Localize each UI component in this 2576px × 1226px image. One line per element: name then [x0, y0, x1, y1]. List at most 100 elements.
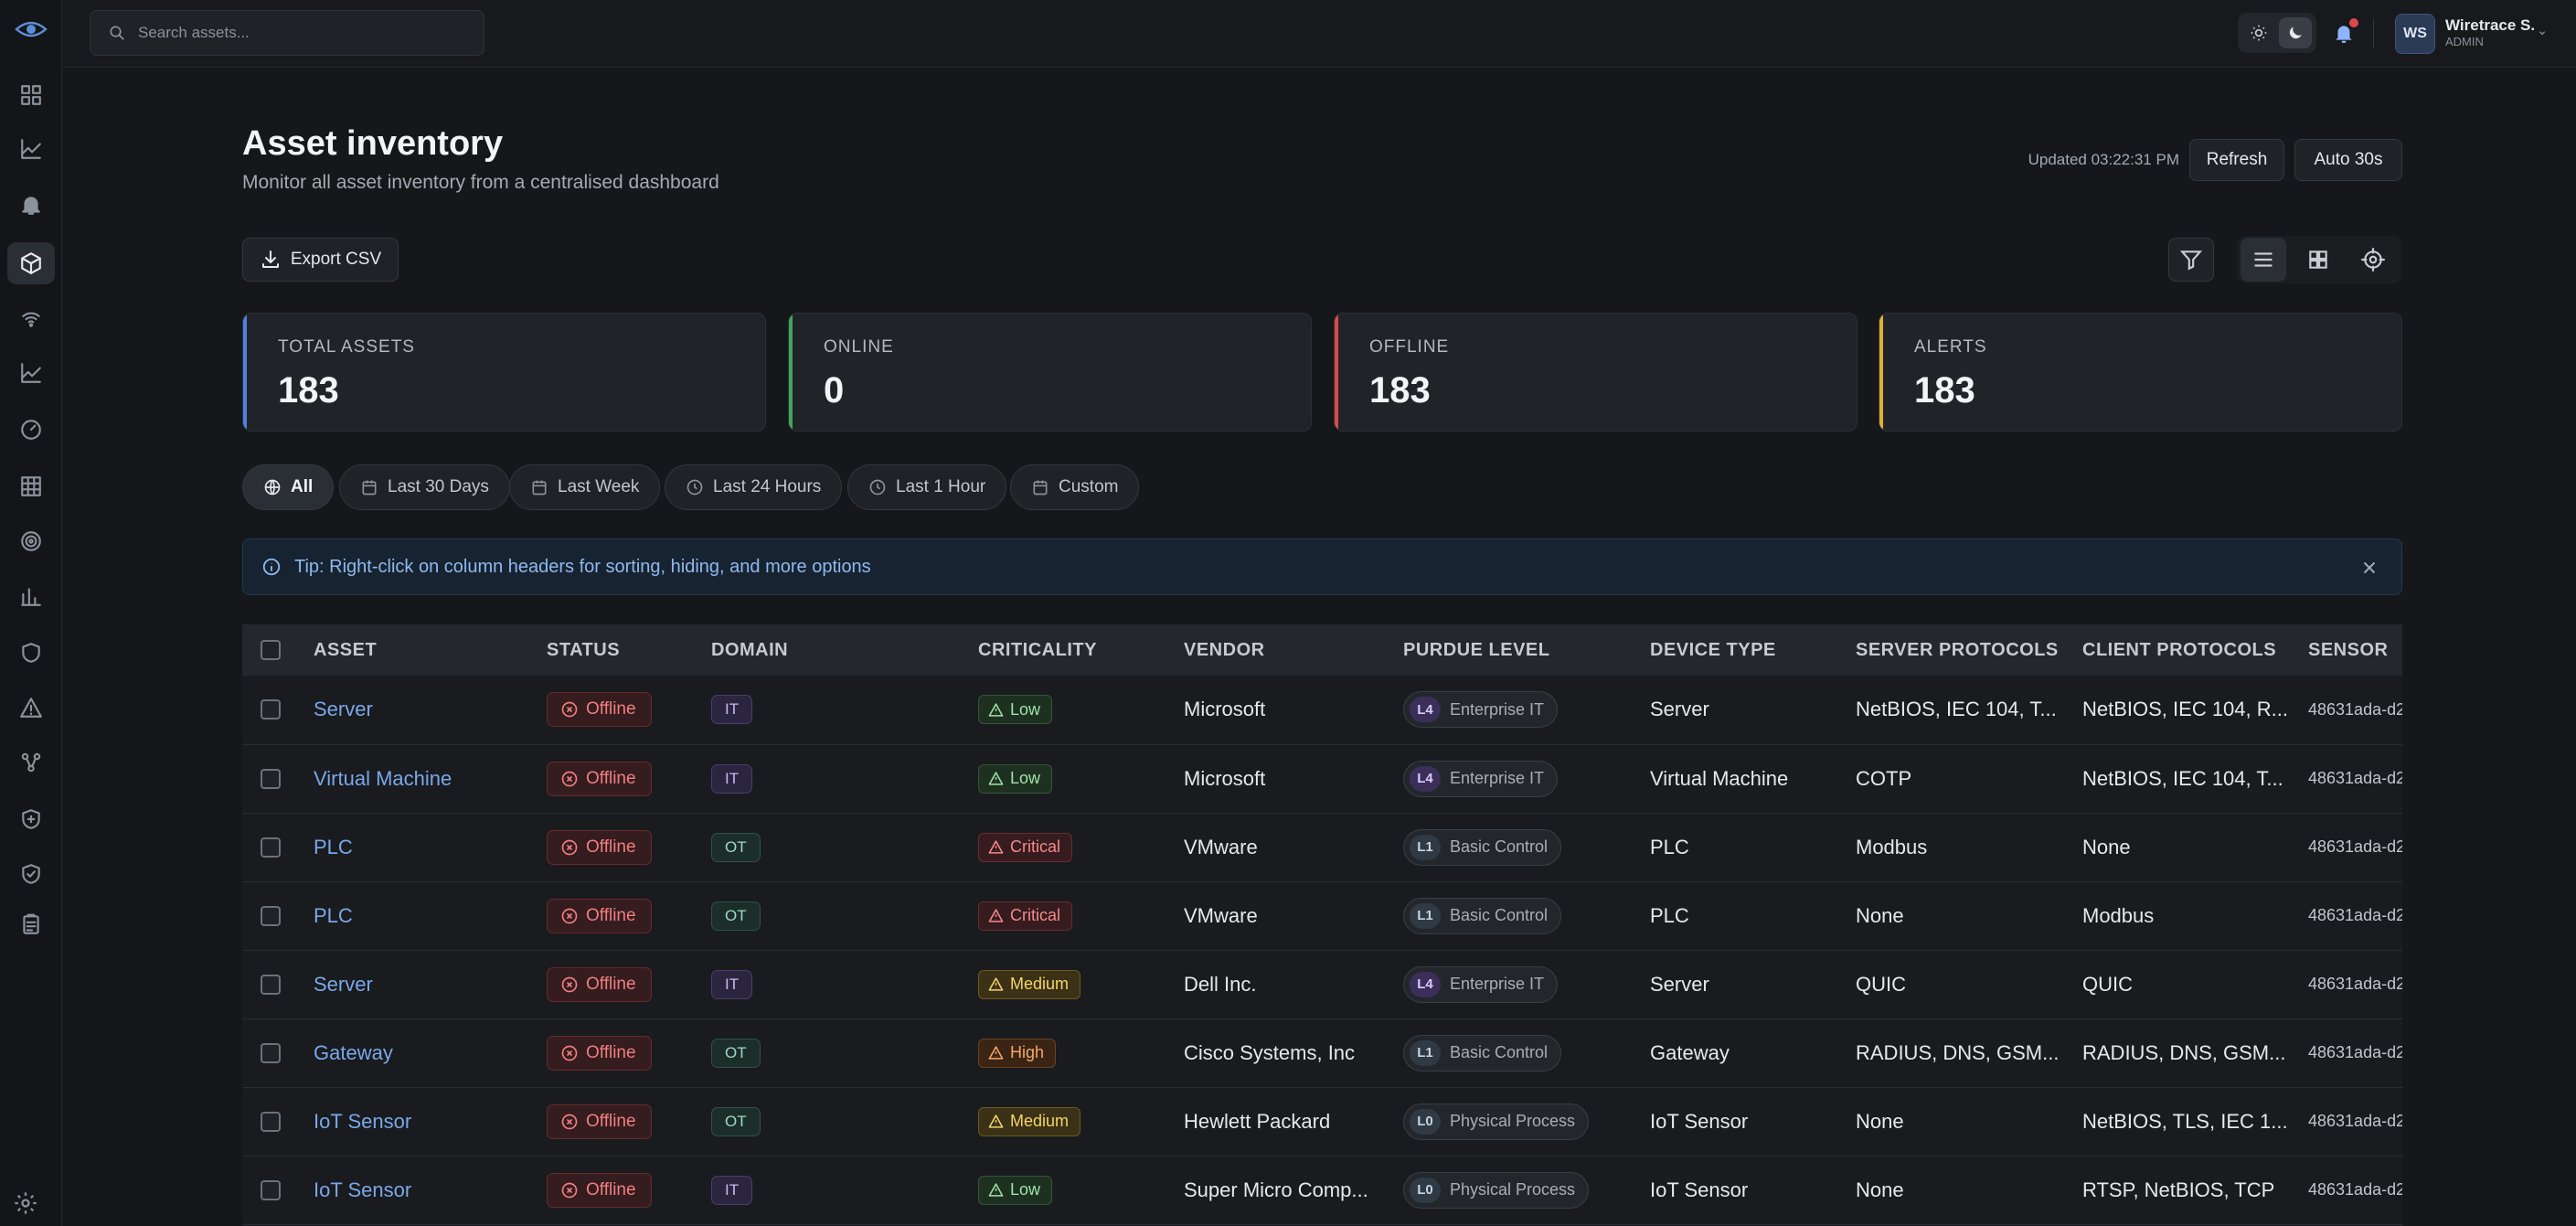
- table-row[interactable]: Gateway Offline OT High Cisco Systems, Inc L1…: [242, 1018, 2402, 1088]
- filter-chip-label: Last Week: [558, 477, 640, 496]
- purdue-cell: L1 Basic Control: [1403, 1018, 1650, 1088]
- table-row[interactable]: Server Offline IT Low Microsoft L4 Enterprise …: [242, 676, 2402, 745]
- sidebar-alerts-bell-icon[interactable]: [7, 184, 55, 226]
- row-select-cell[interactable]: [242, 881, 314, 951]
- auto-refresh-button[interactable]: Auto 30s: [2294, 139, 2402, 181]
- filter-chip-last-week[interactable]: Last Week: [509, 464, 661, 510]
- search-input[interactable]: [138, 24, 467, 42]
- table-row[interactable]: PLC Offline OT Critical VMware L1 Basic Contro…: [242, 813, 2402, 882]
- sidebar-dashboard-icon[interactable]: [7, 74, 55, 116]
- sun-icon[interactable]: [2242, 17, 2275, 48]
- user-menu-chevron-icon[interactable]: [2535, 26, 2549, 40]
- sidebar-grid-icon[interactable]: [7, 465, 55, 507]
- moon-icon[interactable]: [2279, 17, 2312, 48]
- target-view-icon[interactable]: [2350, 238, 2396, 282]
- column-header-status[interactable]: STATUS: [547, 624, 711, 676]
- table-row[interactable]: Virtual Machine Offline IT Low Microsoft L4 En…: [242, 744, 2402, 814]
- logo-eye-icon[interactable]: [9, 15, 53, 44]
- client-protocols-cell: RTSP, NetBIOS, TCP: [2082, 1156, 2308, 1225]
- sidebar-clipboard-icon[interactable]: [7, 903, 55, 945]
- asset-cell: Server: [314, 676, 547, 745]
- table-row[interactable]: IoT Sensor Offline IT Low Super Micro Comp..…: [242, 1156, 2402, 1225]
- asset-link[interactable]: Gateway: [314, 1040, 393, 1064]
- row-select-cell[interactable]: [242, 1156, 314, 1225]
- export-csv-button[interactable]: Export CSV: [242, 238, 399, 282]
- asset-link[interactable]: IoT Sensor: [314, 1178, 412, 1201]
- close-tip-icon[interactable]: [2359, 558, 2379, 578]
- sidebar-bar-chart-icon[interactable]: [7, 575, 55, 617]
- select-all-header[interactable]: [242, 624, 314, 676]
- column-header-purdue-level[interactable]: PURDUE LEVEL: [1403, 624, 1650, 676]
- column-header-asset[interactable]: ASSET: [314, 624, 547, 676]
- list-view-icon[interactable]: [2241, 238, 2286, 282]
- select-all-checkbox[interactable]: [261, 640, 281, 660]
- row-checkbox[interactable]: [261, 1111, 281, 1132]
- sidebar-trends-icon[interactable]: [7, 352, 55, 394]
- sidebar-gauge-icon[interactable]: [7, 409, 55, 451]
- row-checkbox[interactable]: [261, 1042, 281, 1063]
- asset-link[interactable]: Server: [314, 698, 373, 721]
- column-header-server-protocols[interactable]: SERVER PROTOCOLS: [1856, 624, 2082, 676]
- search-box[interactable]: [90, 10, 484, 56]
- filter-chip-all[interactable]: All: [242, 464, 335, 510]
- criticality-badge: High: [978, 1038, 1057, 1068]
- row-select-cell[interactable]: [242, 676, 314, 745]
- table-row[interactable]: IoT Sensor Offline OT Medium Hewlett Packard…: [242, 1087, 2402, 1157]
- sidebar-network-icon[interactable]: [7, 741, 55, 784]
- row-select-cell[interactable]: [242, 1018, 314, 1088]
- sidebar-shield-plus-icon[interactable]: [7, 798, 55, 840]
- row-checkbox[interactable]: [261, 974, 281, 995]
- grid-view-icon[interactable]: [2295, 238, 2341, 282]
- sidebar-target-icon[interactable]: [7, 520, 55, 562]
- sidebar-shield-icon[interactable]: [7, 632, 55, 674]
- column-header-sensor[interactable]: SENSOR: [2308, 624, 2402, 676]
- asset-link[interactable]: Virtual Machine: [314, 766, 452, 790]
- filter-chip-last-30-days[interactable]: Last 30 Days: [339, 464, 510, 510]
- domain-badge: IT: [711, 763, 753, 794]
- column-header-vendor[interactable]: VENDOR: [1184, 624, 1403, 676]
- column-header-client-protocols[interactable]: CLIENT PROTOCOLS: [2082, 624, 2308, 676]
- settings-gear-icon[interactable]: [13, 1190, 38, 1216]
- sidebar-warning-icon[interactable]: [7, 687, 55, 729]
- filter-chip-custom[interactable]: Custom: [1010, 464, 1140, 510]
- row-checkbox[interactable]: [261, 1179, 281, 1200]
- sidebar-analytics-icon[interactable]: [7, 128, 55, 170]
- asset-link[interactable]: IoT Sensor: [314, 1109, 412, 1133]
- column-header-criticality[interactable]: CRITICALITY: [978, 624, 1184, 676]
- asset-link[interactable]: Server: [314, 972, 373, 996]
- row-select-cell[interactable]: [242, 1087, 314, 1157]
- table-row[interactable]: Server Offline IT Medium Dell Inc. L4 Enterpri…: [242, 950, 2402, 1019]
- notification-bell-icon[interactable]: [2329, 18, 2358, 48]
- refresh-button[interactable]: Refresh: [2189, 139, 2284, 181]
- vendor-cell: Dell Inc.: [1184, 950, 1403, 1019]
- asset-cell: PLC: [314, 881, 547, 951]
- filter-chip-label: Custom: [1059, 477, 1119, 496]
- row-checkbox[interactable]: [261, 905, 281, 926]
- sidebar-assets-cube-icon[interactable]: [7, 242, 55, 284]
- table-row[interactable]: PLC Offline OT Critical VMware L1 Basic Contro…: [242, 881, 2402, 951]
- x-circle-icon: [561, 908, 578, 923]
- sidebar-wireless-icon[interactable]: [7, 297, 55, 339]
- avatar[interactable]: WS: [2395, 14, 2435, 54]
- row-select-cell[interactable]: [242, 813, 314, 882]
- user-name[interactable]: Wiretrace S.: [2445, 16, 2536, 34]
- theme-toggle[interactable]: [2238, 13, 2316, 53]
- column-header-domain[interactable]: DOMAIN: [711, 624, 978, 676]
- filter-button[interactable]: [2168, 238, 2214, 282]
- filter-chip-last-24-hours[interactable]: Last 24 Hours: [665, 464, 843, 510]
- asset-link[interactable]: PLC: [314, 903, 353, 927]
- server-protocols-cell: None: [1856, 1156, 2082, 1225]
- row-checkbox[interactable]: [261, 837, 281, 858]
- row-checkbox[interactable]: [261, 699, 281, 720]
- row-select-cell[interactable]: [242, 950, 314, 1019]
- sidebar-shield-check-icon[interactable]: [7, 853, 55, 895]
- row-checkbox[interactable]: [261, 768, 281, 789]
- filter-chip-last-1-hour[interactable]: Last 1 Hour: [847, 464, 1007, 510]
- asset-table: ASSET STATUS DOMAIN CRITICALITY VENDOR P…: [242, 624, 2402, 1226]
- purdue-level-tag: L4: [1410, 697, 1441, 723]
- column-header-device-type[interactable]: DEVICE TYPE: [1650, 624, 1856, 676]
- client-protocols-cell: Modbus: [2082, 881, 2308, 951]
- asset-link[interactable]: PLC: [314, 835, 353, 858]
- purdue-level-tag: L1: [1410, 1039, 1441, 1066]
- row-select-cell[interactable]: [242, 744, 314, 814]
